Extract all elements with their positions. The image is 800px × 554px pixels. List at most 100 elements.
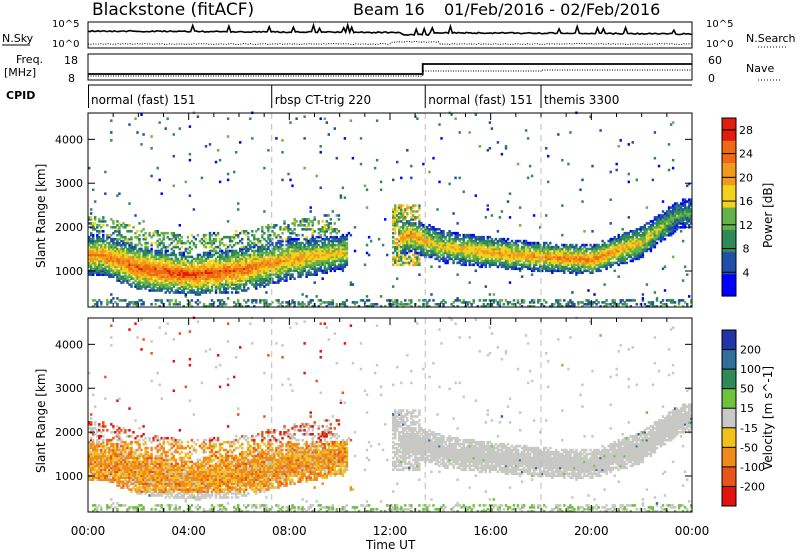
power-cell xyxy=(124,224,126,227)
power-cell xyxy=(334,127,336,130)
power-cell xyxy=(199,301,201,304)
power-cell xyxy=(314,216,316,219)
power-cell xyxy=(320,234,322,237)
power-cell xyxy=(485,285,487,288)
power-cell xyxy=(245,289,247,292)
power-cell xyxy=(201,281,203,284)
power-cell xyxy=(197,234,199,237)
power-cell xyxy=(322,238,324,241)
power-cell xyxy=(527,137,529,140)
power-cell xyxy=(241,242,243,245)
power-cell xyxy=(297,238,299,241)
power-cell xyxy=(142,133,144,136)
power-cell xyxy=(161,192,163,195)
power-cell xyxy=(607,303,609,306)
power-cell xyxy=(406,149,408,152)
power-cell xyxy=(303,115,305,118)
power-cell xyxy=(352,157,354,160)
power-cell xyxy=(610,171,612,174)
power-cell xyxy=(332,210,334,213)
power-cell xyxy=(110,119,112,122)
power-cell xyxy=(261,234,263,237)
power-cell xyxy=(607,244,609,247)
power-cell xyxy=(265,299,267,302)
power-cell xyxy=(354,250,356,253)
power-cell xyxy=(517,244,519,247)
power-cell xyxy=(201,256,203,259)
power-cell xyxy=(245,301,247,304)
power-cell xyxy=(209,143,211,146)
power-cell xyxy=(303,137,305,140)
power-cell xyxy=(503,303,505,306)
power-cell xyxy=(235,151,237,154)
power-cell xyxy=(428,171,430,174)
power-cell xyxy=(179,127,181,130)
power-cell xyxy=(253,234,255,237)
power-cell xyxy=(459,131,461,134)
power-cell xyxy=(473,264,475,267)
power-heatmap xyxy=(88,112,692,308)
power-cell xyxy=(124,250,126,253)
power-cell xyxy=(324,117,326,120)
nsearch-line xyxy=(88,42,692,45)
power-cell xyxy=(547,155,549,158)
power-cell xyxy=(215,246,217,249)
power-cell xyxy=(432,299,434,302)
nsky-series xyxy=(88,25,692,44)
station-title: Blackstone (fitACF) xyxy=(92,0,254,20)
power-cell xyxy=(237,208,239,211)
power-cell xyxy=(237,299,239,302)
power-cell xyxy=(275,281,277,284)
power-cell xyxy=(305,295,307,298)
power-cell xyxy=(171,238,173,241)
power-cell xyxy=(336,157,338,160)
power-cell xyxy=(148,232,150,235)
power-cell xyxy=(291,273,293,276)
power-cell xyxy=(591,230,593,233)
power-cell xyxy=(301,234,303,237)
power-cell xyxy=(585,244,587,247)
power-cell xyxy=(380,181,382,184)
power-cell xyxy=(436,208,438,211)
power-cell xyxy=(487,208,489,211)
power-cell xyxy=(185,262,187,265)
power-cell xyxy=(459,177,461,180)
power-cell xyxy=(233,171,235,174)
power-cell xyxy=(320,151,322,154)
power-cell xyxy=(185,256,187,259)
power-cell xyxy=(225,303,227,306)
power-cell xyxy=(90,212,92,215)
power-cell xyxy=(366,206,368,209)
power-cell xyxy=(179,224,181,227)
power-cell xyxy=(165,127,167,130)
power-cell xyxy=(503,262,505,265)
power-cell xyxy=(599,270,601,273)
power-cell xyxy=(475,194,477,197)
power-cell xyxy=(110,131,112,134)
power-cell xyxy=(352,283,354,286)
power-cell xyxy=(124,242,126,245)
power-cell xyxy=(376,159,378,162)
power-cell xyxy=(94,200,96,203)
power-cell xyxy=(154,242,156,245)
power-cell xyxy=(376,303,378,306)
power-cell xyxy=(291,270,293,273)
power-cell xyxy=(94,299,96,302)
power-cell xyxy=(454,177,456,180)
power-cell xyxy=(503,246,505,249)
power-cell xyxy=(368,254,370,257)
power-cell xyxy=(491,127,493,130)
power-cell xyxy=(261,226,263,229)
power-cell xyxy=(366,252,368,255)
power-cell xyxy=(136,230,138,233)
power-cell xyxy=(316,175,318,178)
power-cell xyxy=(110,299,112,302)
power-cell xyxy=(344,137,346,140)
power-cell xyxy=(130,230,132,233)
power-cell xyxy=(191,248,193,251)
power-cell xyxy=(257,228,259,231)
power-cell xyxy=(501,299,503,302)
power-cell xyxy=(305,246,307,249)
power-cell xyxy=(396,238,398,241)
power-cell xyxy=(297,234,299,237)
